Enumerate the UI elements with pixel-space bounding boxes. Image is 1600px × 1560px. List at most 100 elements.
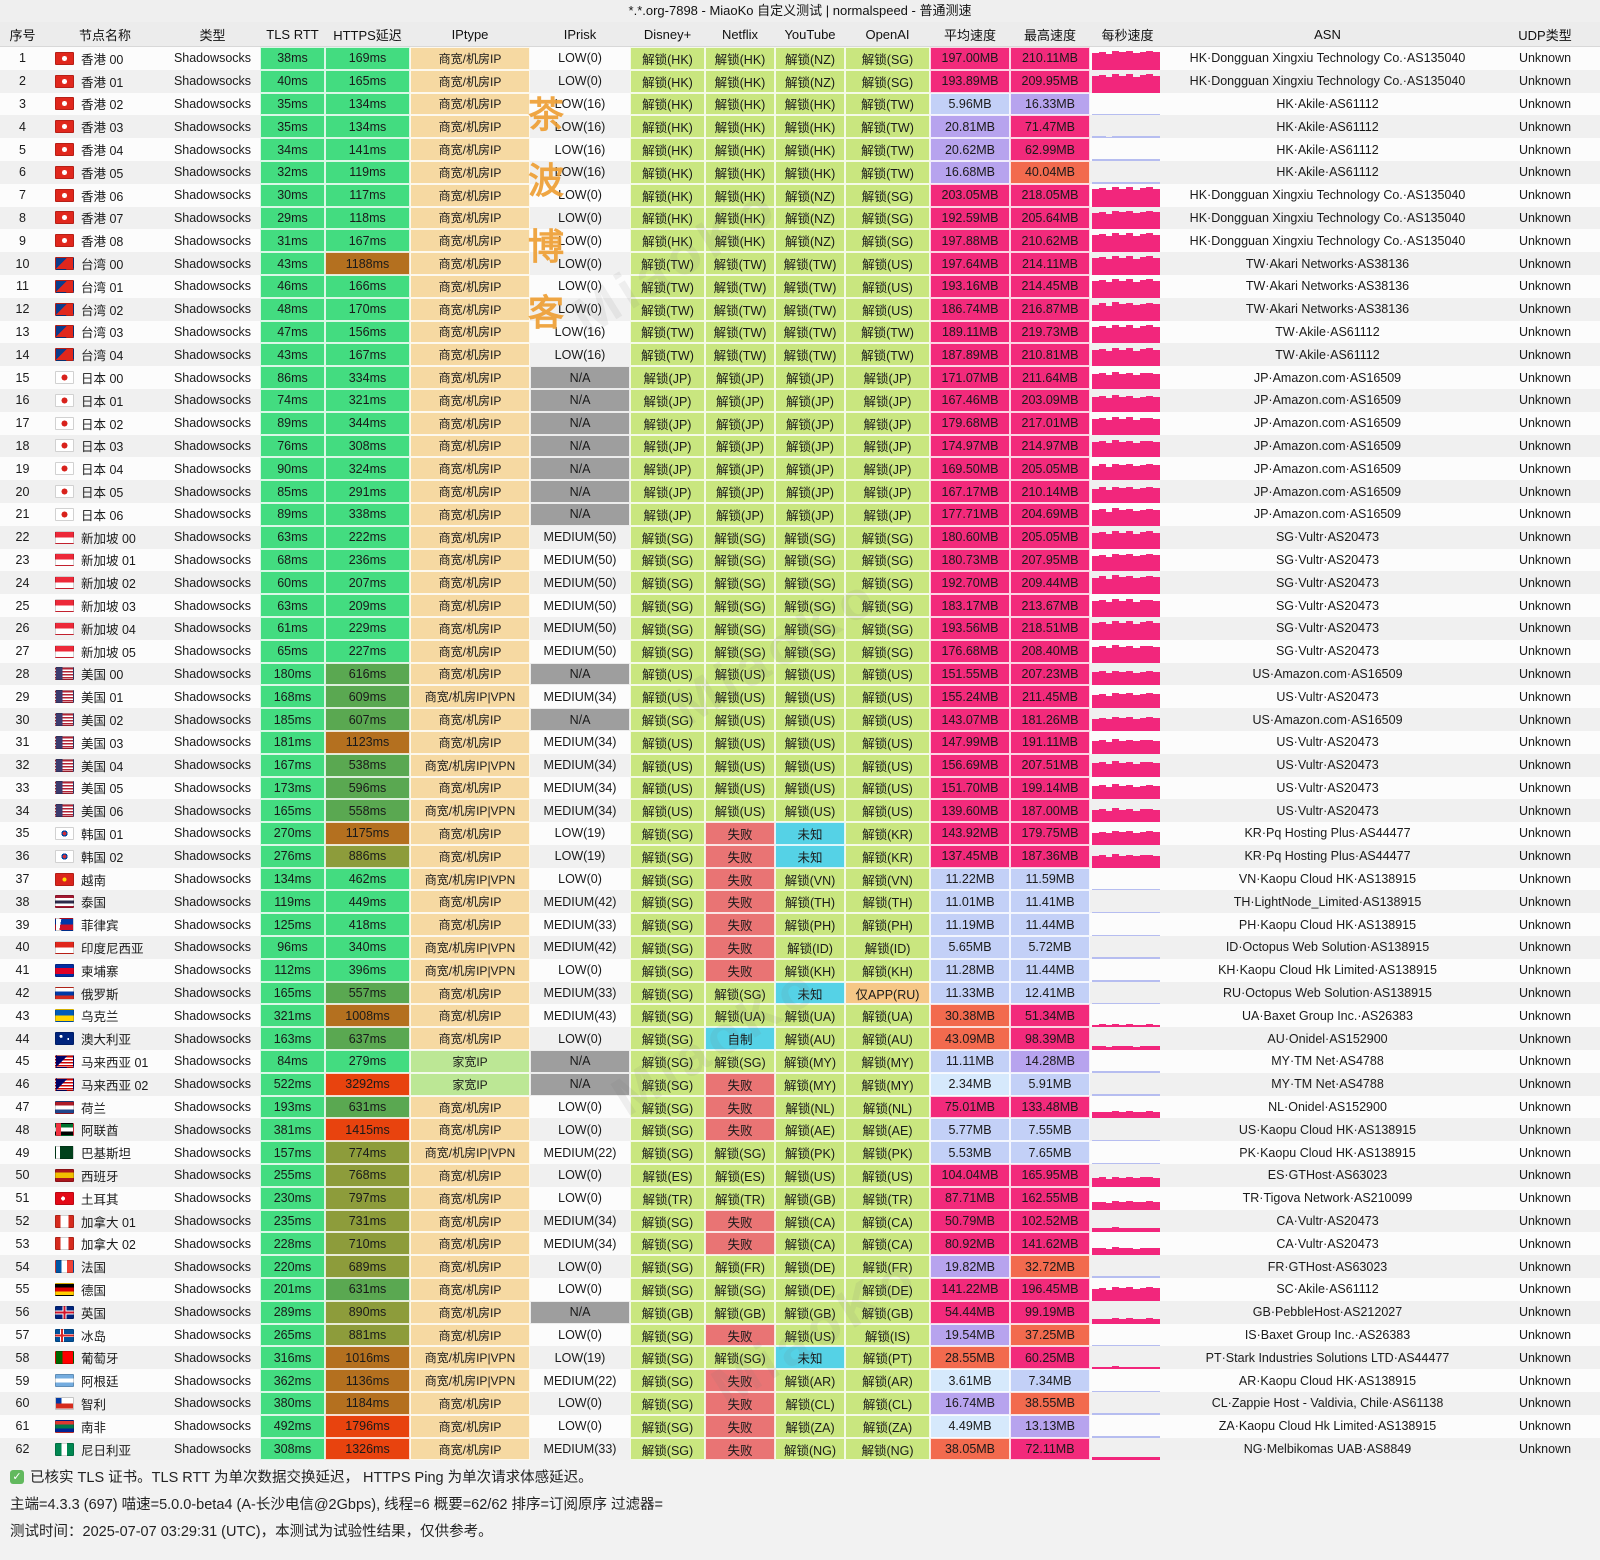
cell-node-name: 香港 00: [45, 47, 165, 70]
sparkline-bar: [1139, 1024, 1147, 1028]
cell-speed-sparkline: [1090, 1027, 1165, 1051]
cell-iprisk: N/A: [530, 457, 630, 481]
cell-max-speed: 208.40MB: [1010, 639, 1090, 663]
node-name-label: 台湾 01: [81, 280, 124, 295]
table-row: 42 俄罗斯 Shadowsocks 165ms 557ms 商宽/机房IP MEDIUM(…: [0, 981, 1600, 1005]
cell-avg-speed: 177.71MB: [930, 502, 1010, 526]
cell-disney: 解锁(SG): [630, 936, 705, 959]
sparkline-bar: [1112, 486, 1120, 503]
sparkline-bar: [1132, 1366, 1140, 1370]
cell-udp-type: Unknown: [1518, 1077, 1572, 1092]
sparkline-bar: [1112, 1413, 1120, 1415]
ar-flag-icon: [55, 1374, 74, 1388]
table-row: 17 日本 02 Shadowsocks 89ms 344ms 商宽/机房IP N/A 解锁(…: [0, 411, 1600, 435]
cell-max-speed: 214.97MB: [1010, 434, 1090, 458]
cell-iprisk: LOW(0): [558, 302, 602, 317]
sparkline-bar: [1098, 761, 1106, 777]
sparkline-bar: [1119, 934, 1126, 937]
cell-iptype: 商宽/机房IP: [410, 662, 530, 686]
cell-max-speed: 7.65MB: [1010, 1141, 1090, 1165]
cell-disney: 解锁(JP): [630, 388, 705, 412]
cell-udp-type: Unknown: [1518, 370, 1572, 385]
cell-iprisk: N/A: [530, 434, 630, 458]
sparkline-bar: [1112, 324, 1120, 344]
cell-openai: 解锁(IS): [845, 1323, 930, 1347]
sparkline-bar: [1132, 189, 1140, 207]
sparkline-bar: [1098, 831, 1106, 845]
col-header-youtube: YouTube: [784, 26, 836, 42]
cell-udp-type: Unknown: [1518, 598, 1572, 613]
cell-max-speed: 71.47MB: [1010, 115, 1090, 139]
cell-seq: 56: [15, 1305, 30, 1320]
cell-speed-sparkline: [1090, 435, 1165, 458]
cell-netflix: 解锁(SG): [705, 1050, 775, 1073]
sparkline-bar: [1132, 281, 1140, 298]
cell-type: Shadowsocks: [173, 302, 252, 317]
cell-disney: 解锁(JP): [630, 366, 705, 389]
sparkline-bar: [1139, 74, 1147, 93]
sparkline-bar: [1119, 1139, 1126, 1142]
us-flag-icon: [55, 667, 74, 681]
cell-max-speed: 51.34MB: [1010, 1004, 1090, 1028]
cell-netflix: 失败: [705, 1414, 775, 1438]
cell-iprisk: MEDIUM(22): [543, 1145, 617, 1160]
cell-udp-type: Unknown: [1518, 1442, 1572, 1456]
cell-seq: 31: [15, 735, 30, 750]
sparkline-bar: [1132, 1276, 1140, 1279]
sparkline-bar: [1146, 1287, 1154, 1301]
cell-openai: 解锁(CL): [845, 1392, 930, 1415]
sparkline-bar: [1146, 395, 1154, 412]
cell-avg-speed: 186.74MB: [930, 297, 1010, 321]
sparkline-bar: [1098, 671, 1106, 686]
cell-udp-type: Unknown: [1518, 1054, 1572, 1069]
sparkline-bar: [1125, 531, 1133, 549]
cell-asn: JP·Amazon.com·AS16509: [1253, 438, 1402, 453]
cell-speed-sparkline: [1090, 321, 1165, 344]
cell-netflix: 失败: [705, 867, 775, 891]
cell-seq: 29: [15, 689, 30, 704]
table-row: 52 加拿大 01 Shadowsocks 235ms 731ms 商宽/机房IP MEDI…: [0, 1209, 1600, 1233]
cell-tls-rtt: 34ms: [260, 138, 325, 161]
sparkline-bar: [1119, 740, 1126, 754]
sparkline-bar: [1125, 1318, 1133, 1324]
cell-iprisk: LOW(0): [558, 188, 602, 203]
sparkline-bar: [1112, 1094, 1120, 1096]
sparkline-bar: [1112, 158, 1120, 161]
cell-youtube: 解锁(US): [775, 1164, 845, 1187]
cell-https-latency: 279ms: [325, 1050, 410, 1073]
sparkline-bar: [1139, 600, 1147, 617]
sparkline-bar: [1119, 832, 1126, 845]
sparkline-bar: [1132, 419, 1140, 435]
cell-max-speed: 11.41MB: [1010, 890, 1090, 914]
cell-speed-sparkline: [1090, 389, 1165, 412]
node-name-label: 土耳其: [81, 1192, 119, 1207]
sparkline-bar: [1105, 833, 1113, 845]
node-name-label: 美国 01: [81, 691, 124, 706]
sparkline-bar: [1112, 830, 1120, 845]
sparkline-bar: [1125, 463, 1133, 481]
cell-iptype: 商宽/机房IP|VPN: [410, 685, 530, 709]
cell-seq: 62: [15, 1442, 30, 1456]
sparkline-bar: [1125, 440, 1133, 458]
sparkline-bar: [1132, 1228, 1140, 1233]
cell-tls-rtt: 74ms: [260, 388, 325, 412]
cell-udp-type: Unknown: [1518, 1168, 1572, 1183]
table-row: 8 香港 07 Shadowsocks 29ms 118ms 商宽/机房IP LOW(0) 解…: [0, 206, 1600, 230]
cell-https-latency: 209ms: [325, 594, 410, 617]
sparkline-bar: [1112, 980, 1120, 982]
cell-netflix: 解锁(HK): [705, 69, 775, 93]
cell-tls-rtt: 134ms: [260, 867, 325, 891]
sparkline-bar: [1125, 74, 1133, 93]
sparkline-bar: [1139, 113, 1147, 116]
cell-udp-type: Unknown: [1518, 1122, 1572, 1137]
sparkline-bar: [1125, 395, 1133, 412]
cell-node-name: 泰国: [45, 890, 165, 913]
cell-asn: US·Amazon.com·AS16509: [1252, 666, 1403, 681]
sparkline-bar: [1153, 1276, 1160, 1279]
sparkline-bar: [1105, 1178, 1113, 1187]
sparkline-bar: [1112, 1045, 1120, 1051]
footer-build-info: 主端=4.3.3 (697) 喵速=5.0.0-beta4 (A-长沙电信@2G…: [10, 1497, 663, 1514]
cell-iprisk: MEDIUM(22): [543, 1373, 617, 1388]
cell-speed-sparkline: [1090, 184, 1165, 207]
cell-youtube: 解锁(ID): [775, 936, 845, 959]
